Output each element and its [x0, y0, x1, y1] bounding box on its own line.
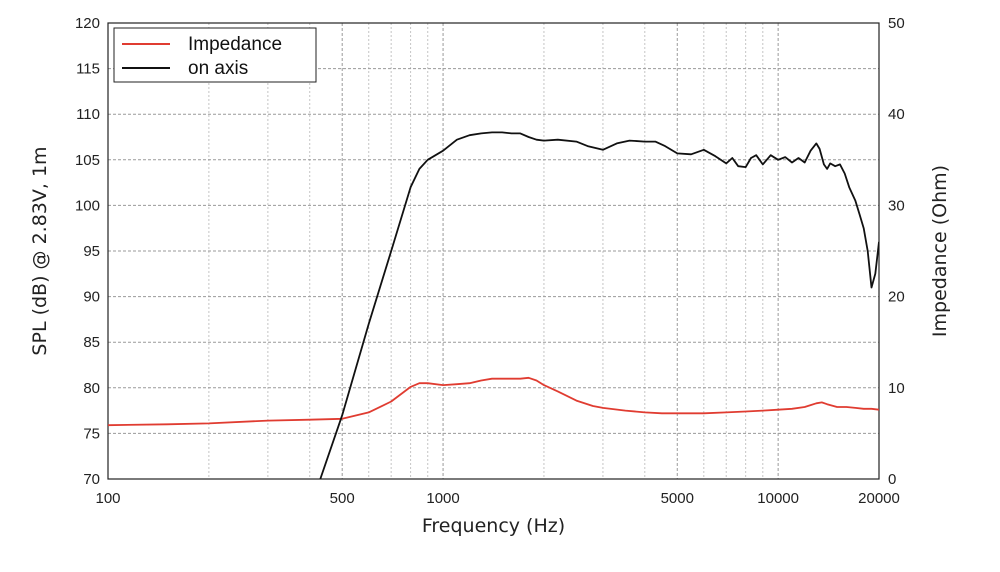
x-tick-label: 500 — [330, 490, 355, 507]
series-line-on-axis — [319, 131, 879, 479]
y-tick-label: 85 — [83, 334, 100, 351]
legend-label-impedance: Impedance — [188, 34, 282, 55]
x-tick-label: 100 — [95, 490, 120, 507]
y-tick-label: 115 — [76, 61, 100, 78]
legend: Impedance on axis — [113, 27, 317, 83]
y-tick-label: 120 — [75, 15, 100, 32]
legend-box — [113, 27, 317, 83]
y2-tick-labels: 0 10 20 30 40 50 — [888, 15, 905, 488]
x-tick-labels: 100 500 1000 5000 10000 20000 — [95, 490, 899, 507]
y-tick-label: 105 — [75, 152, 100, 169]
y2-tick-label: 20 — [888, 289, 905, 306]
x-tick-label: 20000 — [858, 490, 900, 507]
y2-tick-label: 30 — [888, 197, 905, 214]
y2-tick-label: 10 — [888, 380, 905, 397]
x-axis-title: Frequency (Hz) — [422, 515, 565, 537]
y-tick-label: 100 — [75, 197, 100, 214]
y-tick-labels: 70 75 80 85 90 95 100 105 110 115 120 — [75, 15, 100, 488]
y-tick-label: 80 — [83, 380, 100, 397]
y-axis-title: SPL (dB) @ 2.83V, 1m — [29, 146, 51, 355]
series-line-impedance — [108, 376, 879, 427]
series-layer — [108, 131, 879, 479]
x-tick-label: 5000 — [661, 490, 694, 507]
y-tick-label: 75 — [83, 425, 100, 442]
y2-tick-label: 50 — [888, 15, 905, 32]
y-tick-label: 110 — [76, 106, 100, 123]
legend-label-on-axis: on axis — [188, 58, 248, 79]
x-tick-label: 10000 — [757, 490, 799, 507]
grid-major — [108, 23, 879, 479]
x-tick-label: 1000 — [426, 490, 459, 507]
y2-axis-title: Impedance (Ohm) — [929, 165, 951, 337]
plot-frame — [107, 22, 880, 480]
y-tick-label: 95 — [83, 243, 100, 260]
y2-tick-label: 40 — [888, 106, 905, 123]
y-tick-label: 90 — [83, 289, 100, 306]
y2-tick-label: 0 — [888, 471, 896, 488]
y-tick-label: 70 — [83, 471, 100, 488]
